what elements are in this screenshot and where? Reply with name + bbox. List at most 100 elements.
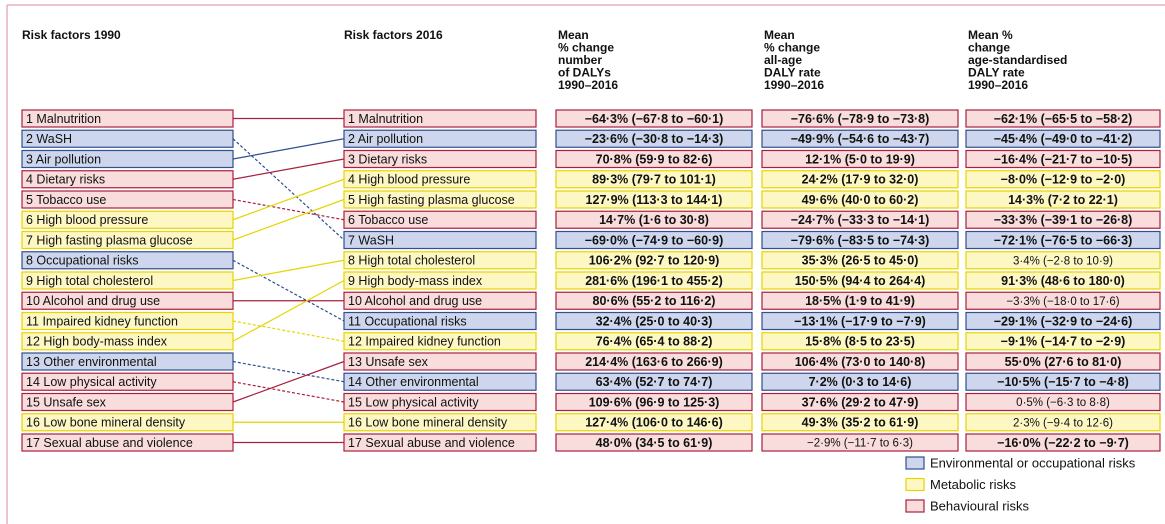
risk-label-2016: 8 High total cholesterol [348, 254, 475, 268]
value-text: 18·5% (1·9 to 41·9) [805, 294, 915, 308]
value-cell [965, 129, 1161, 148]
column-header: of DALYs [558, 66, 611, 80]
value-cell [965, 291, 1161, 310]
risk-label-1990: 17 Sexual abuse and violence [26, 436, 193, 450]
value-cell [555, 311, 753, 331]
risk-label-2016: 10 Alcohol and drug use [348, 294, 482, 308]
value-cell [555, 170, 753, 189]
value-cell [555, 210, 753, 229]
risk-box-1990 [21, 413, 234, 432]
risk-box-2016 [343, 230, 537, 250]
value-text: 63·4% (52·7 to 74·7) [596, 375, 713, 389]
value-text: 91·3% (48·6 to 180·0) [1001, 274, 1125, 288]
value-cell [555, 433, 753, 452]
rank-connector [232, 320, 345, 342]
column-header: Mean % [968, 28, 1013, 42]
risk-box-2016 [343, 271, 537, 290]
value-cell [761, 190, 959, 209]
risk-label-1990: 12 High body-mass index [26, 335, 168, 349]
risk-box-1990 [21, 372, 234, 391]
rank-connector [232, 198, 345, 241]
risk-box-2016 [343, 332, 537, 351]
value-cell [965, 413, 1161, 432]
value-text: 76·4% (65·4 to 88·2) [596, 335, 713, 349]
value-text: −9·1% (−14·7 to −2·9) [1001, 335, 1126, 349]
value-cell [965, 190, 1161, 209]
value-cell [761, 372, 959, 391]
risk-label-1990: 1 Malnutrition [26, 112, 101, 126]
value-text: 37·6% (29·2 to 47·9) [802, 395, 919, 409]
risk-label-1990: 4 Dietary risks [26, 173, 105, 187]
value-cell [965, 311, 1161, 331]
value-text: 127·9% (113·3 to 144·1) [586, 193, 723, 207]
risk-label-2016: 7 WaSH [348, 233, 394, 247]
value-text: 35·3% (26·5 to 45·0) [802, 254, 919, 268]
value-cell [761, 413, 959, 432]
value-text: −49·9% (−54·6 to −43·7) [791, 132, 930, 146]
risk-label-1990: 7 High fasting plasma glucose [26, 233, 193, 247]
risk-label-1990: 9 High total cholesterol [26, 274, 153, 288]
value-cell [965, 271, 1161, 290]
risk-box-1990 [21, 149, 234, 169]
risk-label-1990: 14 Low physical activity [26, 375, 157, 389]
value-text: −23·6% (−30·8 to −14·3) [585, 132, 724, 146]
risk-label-1990: 8 Occupational risks [26, 254, 139, 268]
value-text: −29·1% (−32·9 to −24·6) [994, 314, 1133, 328]
rank-connector [232, 178, 345, 221]
risk-label-2016: 5 High fasting plasma glucose [348, 193, 515, 207]
risk-box-2016 [343, 311, 537, 331]
rank-connector [232, 360, 345, 403]
column-header: Mean [558, 28, 589, 42]
risk-box-2016 [343, 392, 537, 412]
value-cell [965, 230, 1161, 250]
value-text: 214·4% (163·6 to 266·9) [585, 355, 723, 369]
value-text: −69·0% (−74·9 to −60·9) [585, 233, 724, 247]
rank-connector [232, 279, 345, 342]
risk-box-2016 [343, 190, 537, 209]
risk-label-2016: 1 Malnutrition [348, 112, 423, 126]
value-text: 2·3% (−9·4 to 12·6) [1013, 417, 1113, 429]
legend-swatch [905, 477, 925, 492]
column-header: DALY rate [764, 66, 821, 80]
risk-label-1990: 16 Low bone mineral density [26, 416, 186, 430]
rank-connector [232, 138, 345, 241]
risk-label-1990: 6 High blood pressure [26, 213, 148, 227]
value-text: 15·8% (8·5 to 23·5) [805, 335, 915, 349]
value-text: 106·4% (73·0 to 140·8) [795, 355, 926, 369]
risk-label-2016: 12 Impaired kidney function [348, 335, 501, 349]
risk-box-2016 [343, 149, 537, 169]
column-header: % change [558, 41, 614, 55]
value-text: 0·5% (−6·3 to 8·8) [1016, 397, 1110, 409]
value-text: −16·0% (−22·2 to −9·7) [997, 436, 1129, 450]
value-cell [761, 291, 959, 310]
risk-label-2016: 16 Low bone mineral density [348, 416, 508, 430]
value-cell [555, 372, 753, 391]
value-text: 12·1% (5·0 to 19·9) [805, 152, 915, 166]
risk-label-2016: 17 Sexual abuse and violence [348, 436, 515, 450]
value-text: 70·8% (59·9 to 82·6) [596, 152, 713, 166]
value-text: 14·7% (1·6 to 30·8) [599, 213, 709, 227]
value-text: 48·0% (34·5 to 61·9) [596, 436, 713, 450]
rank-connector [232, 360, 345, 383]
risk-label-1990: 5 Tobacco use [26, 193, 106, 207]
value-text: −10·5% (−15·7 to −4·8) [997, 375, 1129, 389]
risk-box-1990 [21, 352, 234, 371]
column-header: 1990–2016 [558, 78, 618, 92]
risk-box-1990 [21, 433, 234, 452]
value-cell [555, 291, 753, 310]
value-cell [555, 190, 753, 209]
value-cell [965, 433, 1161, 452]
risk-label-1990: 13 Other environmental [26, 355, 157, 369]
value-text: 106·2% (92·7 to 120·9) [589, 254, 720, 268]
value-text: 49·6% (40·0 to 60·2) [802, 193, 919, 207]
value-cell [761, 109, 959, 128]
risk-box-2016 [343, 413, 537, 432]
risk-label-2016: 4 High blood pressure [348, 173, 470, 187]
risk-box-1990 [21, 291, 234, 310]
risk-label-2016: 14 Other environmental [348, 375, 479, 389]
value-text: −33·3% (−39·1 to −26·8) [994, 213, 1133, 227]
value-cell [965, 372, 1161, 391]
risk-box-1990 [21, 271, 234, 290]
column-header: Mean [764, 28, 795, 42]
